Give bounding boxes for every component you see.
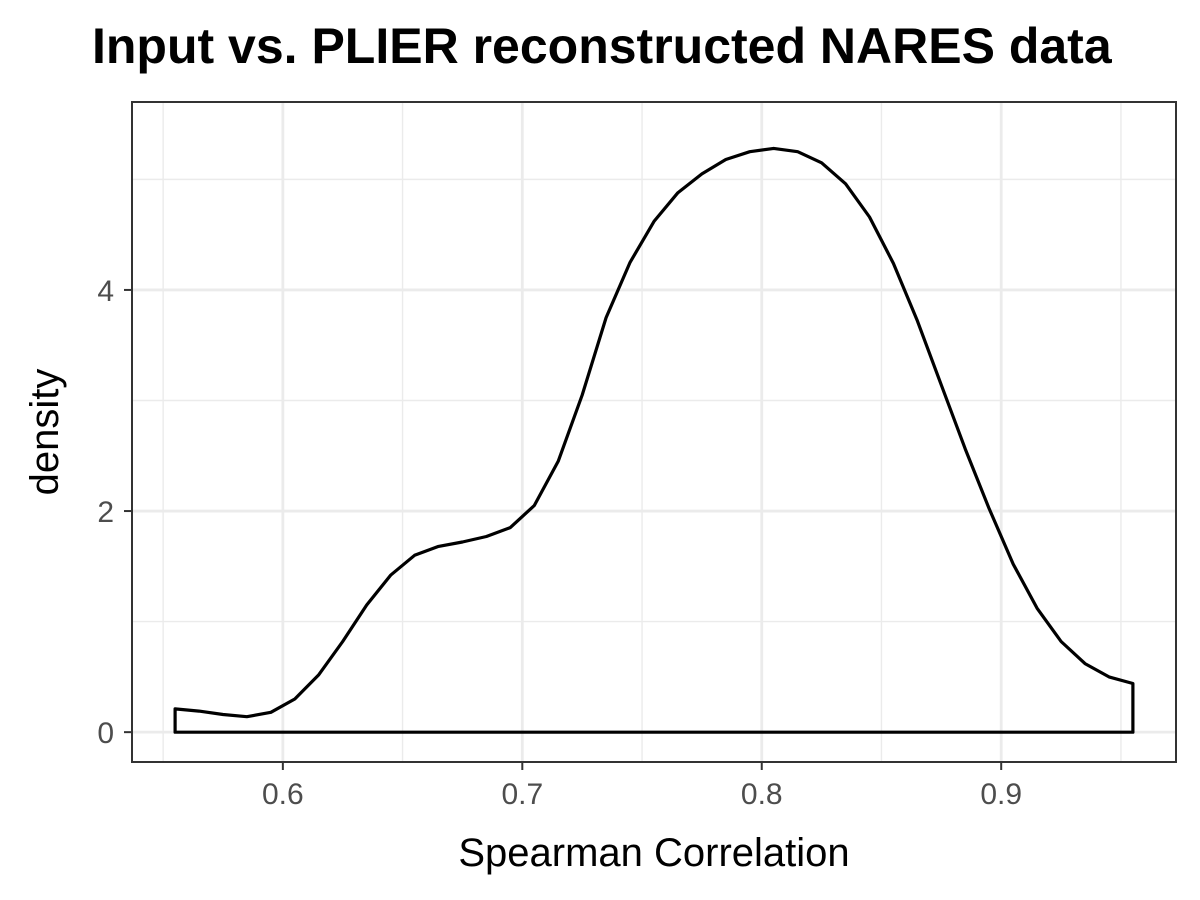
major-gridlines: [132, 102, 1176, 762]
chart-title: Input vs. PLIER reconstructed NARES data: [92, 18, 1112, 74]
panel-border: [131, 101, 1177, 763]
density-curve: [173, 146, 1135, 734]
y-tick-label: 4: [97, 275, 114, 308]
y-axis-title: density: [23, 369, 67, 496]
x-tick-label: 0.8: [741, 778, 783, 811]
x-tick-label: 0.6: [262, 778, 304, 811]
y-tick-label: 0: [97, 717, 114, 750]
y-tick-label: 2: [97, 496, 114, 529]
panel-background: [132, 102, 1176, 762]
x-axis: 0.6 0.7 0.8 0.9: [262, 762, 1022, 811]
x-tick-label: 0.7: [501, 778, 543, 811]
x-tick-label: 0.9: [980, 778, 1022, 811]
x-axis-title: Spearman Correlation: [458, 831, 849, 875]
y-axis: 0 2 4: [97, 275, 132, 750]
